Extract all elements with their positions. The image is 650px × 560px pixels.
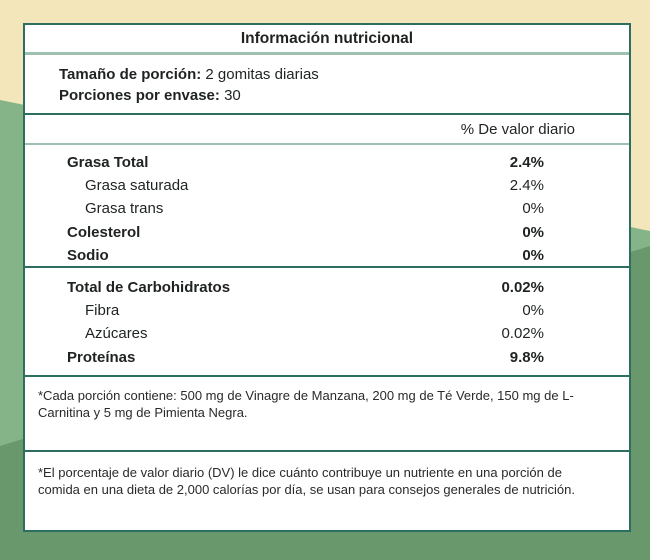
nutrient-row: Grasa trans 0% bbox=[25, 197, 629, 220]
nutrition-facts-panel: Información nutricional Tamaño de porció… bbox=[23, 23, 631, 532]
nutrient-row: Proteínas 9.8% bbox=[25, 346, 629, 369]
footnote-ingredients: *Cada porción contiene: 500 mg de Vinagr… bbox=[25, 377, 629, 452]
servings-per-container-label: Porciones por envase: bbox=[59, 87, 220, 104]
nutrient-row: Azúcares 0.02% bbox=[25, 322, 629, 345]
nutrient-row: Fibra 0% bbox=[25, 299, 629, 322]
panel-title: Información nutricional bbox=[25, 25, 629, 55]
nutrients-section-fats: Grasa Total 2.4% Grasa saturada 2.4% Gra… bbox=[25, 145, 629, 268]
nutrient-value: 0% bbox=[522, 223, 544, 241]
serving-size-value: 2 gomitas diarias bbox=[201, 66, 319, 83]
nutrient-name: Proteínas bbox=[67, 348, 136, 366]
servings-per-container-value: 30 bbox=[219, 87, 241, 104]
nutrient-name: Fibra bbox=[85, 302, 120, 320]
nutrient-value: 0% bbox=[522, 302, 544, 320]
nutrient-row: Grasa Total 2.4% bbox=[25, 151, 629, 174]
footnote-daily-value-explanation: *El porcentaje de valor diario (DV) le d… bbox=[38, 465, 575, 497]
nutrient-name: Sodio bbox=[67, 246, 109, 264]
nutrients-section-carbs: Total de Carbohidratos 0.02% Fibra 0% Az… bbox=[25, 268, 629, 377]
nutrient-row: Colesterol 0% bbox=[25, 221, 629, 244]
nutrient-value: 0% bbox=[522, 246, 544, 264]
nutrient-name: Grasa saturada bbox=[85, 177, 189, 195]
nutrient-value: 2.4% bbox=[509, 177, 544, 195]
nutrient-value: 0.02% bbox=[501, 279, 544, 296]
nutrient-row: Sodio 0% bbox=[25, 244, 629, 267]
serving-info-section: Tamaño de porción: 2 gomitas diarias Por… bbox=[25, 55, 629, 115]
nutrient-name: Colesterol bbox=[67, 223, 141, 241]
nutrient-value: 9.8% bbox=[509, 348, 544, 366]
serving-size-line: Tamaño de porción: 2 gomitas diarias bbox=[59, 64, 629, 85]
daily-value-header: % De valor diario bbox=[25, 115, 629, 145]
serving-size-label: Tamaño de porción: bbox=[59, 66, 202, 83]
nutrient-name: Total de Carbohidratos bbox=[67, 279, 231, 296]
nutrient-value: 0% bbox=[522, 200, 544, 218]
servings-per-container-line: Porciones por envase: 30 bbox=[59, 85, 629, 106]
nutrient-value: 2.4% bbox=[509, 154, 544, 171]
nutrient-name: Grasa Total bbox=[67, 154, 149, 171]
nutrient-row: Total de Carbohidratos 0.02% bbox=[25, 276, 629, 299]
nutrient-name: Grasa trans bbox=[85, 200, 164, 218]
nutrient-name: Azúcares bbox=[85, 325, 148, 343]
nutrient-row: Grasa saturada 2.4% bbox=[25, 174, 629, 197]
nutrient-value: 0.02% bbox=[501, 325, 544, 343]
